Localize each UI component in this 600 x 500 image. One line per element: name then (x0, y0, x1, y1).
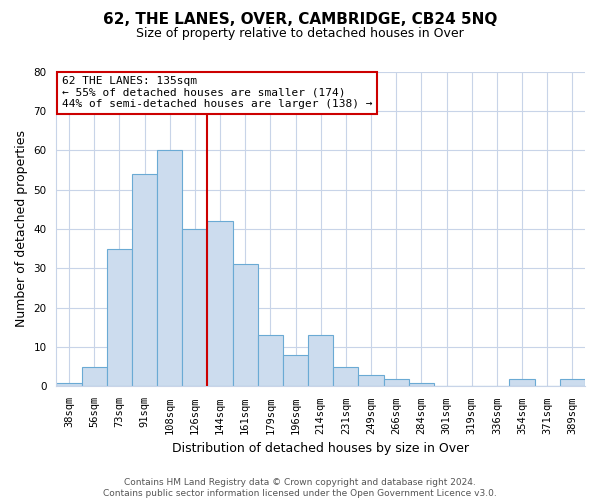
X-axis label: Distribution of detached houses by size in Over: Distribution of detached houses by size … (172, 442, 469, 455)
Y-axis label: Number of detached properties: Number of detached properties (15, 130, 28, 328)
Bar (258, 336, 283, 386)
Bar (333, 367, 358, 386)
Text: 62, THE LANES, OVER, CAMBRIDGE, CB24 5NQ: 62, THE LANES, OVER, CAMBRIDGE, CB24 5NQ (103, 12, 497, 28)
Bar (107, 248, 132, 386)
Bar (358, 374, 383, 386)
Bar (383, 378, 409, 386)
Text: Size of property relative to detached houses in Over: Size of property relative to detached ho… (136, 28, 464, 40)
Bar (308, 336, 333, 386)
Bar (182, 229, 208, 386)
Bar (132, 174, 157, 386)
Bar (509, 378, 535, 386)
Text: Contains HM Land Registry data © Crown copyright and database right 2024.
Contai: Contains HM Land Registry data © Crown c… (103, 478, 497, 498)
Bar (283, 355, 308, 386)
Bar (409, 382, 434, 386)
Bar (157, 150, 182, 386)
Bar (82, 367, 107, 386)
Bar (233, 264, 258, 386)
Bar (208, 221, 233, 386)
Bar (56, 382, 82, 386)
Bar (560, 378, 585, 386)
Text: 62 THE LANES: 135sqm
← 55% of detached houses are smaller (174)
44% of semi-deta: 62 THE LANES: 135sqm ← 55% of detached h… (62, 76, 372, 110)
